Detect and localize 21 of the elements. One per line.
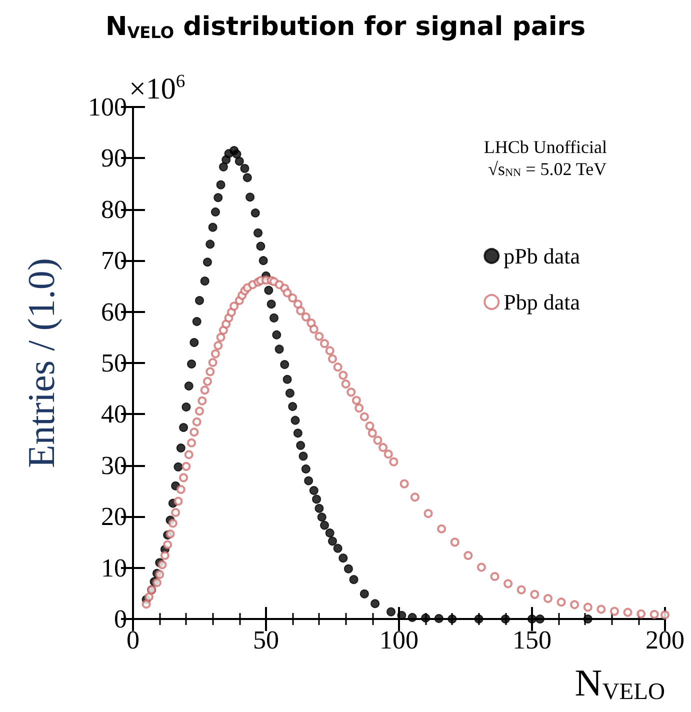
annotation: LHCb Unofficial [484,137,608,157]
y-tick-label: 100 [88,92,127,122]
y-tick-label: 10 [101,553,127,582]
x-axis-title: NVELO [574,662,666,705]
x-tick-label: 100 [380,626,418,654]
y-tick-label: 50 [101,348,127,378]
y-tick-label: 70 [101,246,127,276]
annotation: √sNN = 5.02 TeV [488,159,607,180]
y-tick-label: 60 [101,297,127,326]
y-axis-title: Entries / (1.0) [21,258,63,468]
legend-label: Pbp data [504,290,580,314]
y-tick-label: 20 [101,502,127,532]
x-tick-label: 150 [512,626,552,654]
x-tick-label: 50 [253,626,279,654]
y-tick-label: 90 [101,144,127,173]
y-tick-label: 80 [101,194,127,224]
x-tick-label: 200 [646,626,684,654]
legend-label: pPb data [504,244,580,268]
y-tick-label: 30 [101,450,127,480]
y-tick-label: 40 [101,400,127,429]
chart-title: NVELO distribution for signal pairs [105,12,586,42]
